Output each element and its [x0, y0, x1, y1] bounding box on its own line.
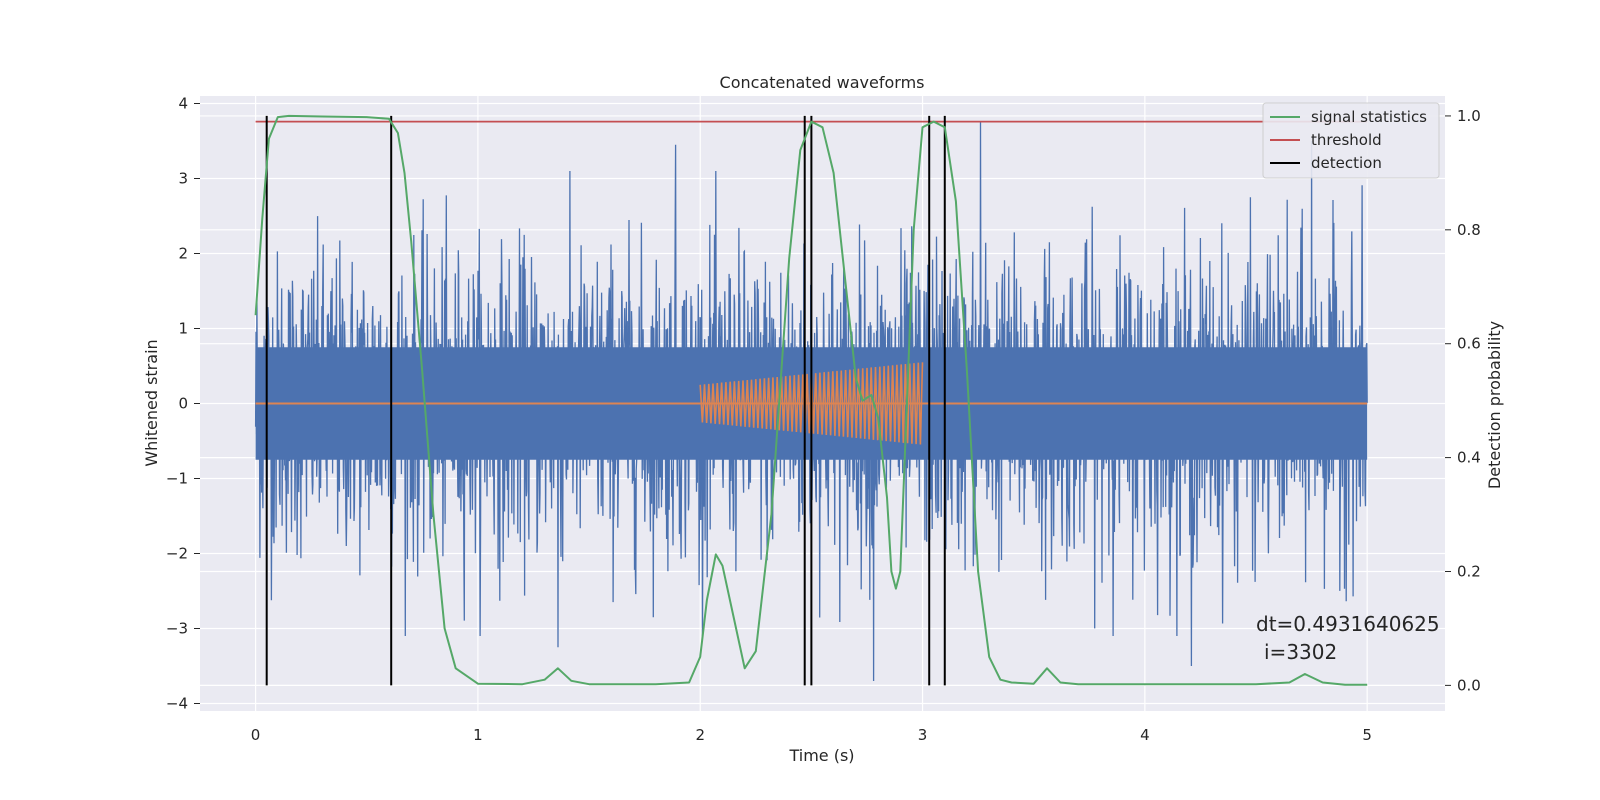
legend: signal statistics threshold detection — [1262, 102, 1440, 179]
y2-tick-label: 0.2 — [1457, 562, 1481, 580]
x-tick-label: 0 — [251, 726, 261, 744]
legend-box — [1262, 102, 1440, 179]
x-axis-label: Time (s) — [788, 746, 854, 765]
y-axis-ticks: −4 −3 −2 −1 0 1 2 3 4 — [166, 95, 200, 713]
y2-tick-label: 0.0 — [1457, 676, 1481, 694]
legend-label-detection: detection — [1311, 154, 1382, 172]
y2-tick-label: 0.4 — [1457, 449, 1481, 467]
y-tick-label: 2 — [178, 245, 188, 263]
y-tick-label: −1 — [166, 470, 188, 488]
annotation-dt: dt=0.4931640625 — [1256, 612, 1440, 636]
y-tick-label: 4 — [178, 95, 188, 113]
x-tick-label: 2 — [695, 726, 705, 744]
x-tick-label: 3 — [918, 726, 928, 744]
x-tick-label: 4 — [1140, 726, 1150, 744]
y-tick-label: −2 — [166, 545, 188, 563]
y-tick-label: 0 — [178, 395, 188, 413]
y-tick-label: 1 — [178, 320, 188, 338]
y2-tick-label: 0.6 — [1457, 335, 1481, 353]
annotation-i: i=3302 — [1264, 640, 1337, 664]
y-tick-label: −4 — [166, 695, 188, 713]
y2-axis-label: Detection probability — [1485, 321, 1504, 489]
probability-series — [254, 114, 1368, 686]
x-axis-ticks: 0 1 2 3 4 5 — [251, 726, 1372, 744]
y-axis-label: Whitened strain — [142, 339, 161, 466]
y-tick-label: −3 — [166, 620, 188, 638]
x-tick-label: 1 — [473, 726, 483, 744]
legend-label-threshold: threshold — [1311, 131, 1382, 149]
y-tick-label: 3 — [178, 170, 188, 188]
signal-statistics-line — [254, 114, 1368, 686]
chart-title: Concatenated waveforms — [720, 73, 925, 92]
y2-axis-ticks: 0.0 0.2 0.4 0.6 0.8 1.0 — [1445, 107, 1481, 694]
x-tick-label: 5 — [1362, 726, 1372, 744]
y2-tick-label: 1.0 — [1457, 107, 1481, 125]
legend-label-signal-statistics: signal statistics — [1311, 108, 1427, 126]
y2-tick-label: 0.8 — [1457, 221, 1481, 239]
